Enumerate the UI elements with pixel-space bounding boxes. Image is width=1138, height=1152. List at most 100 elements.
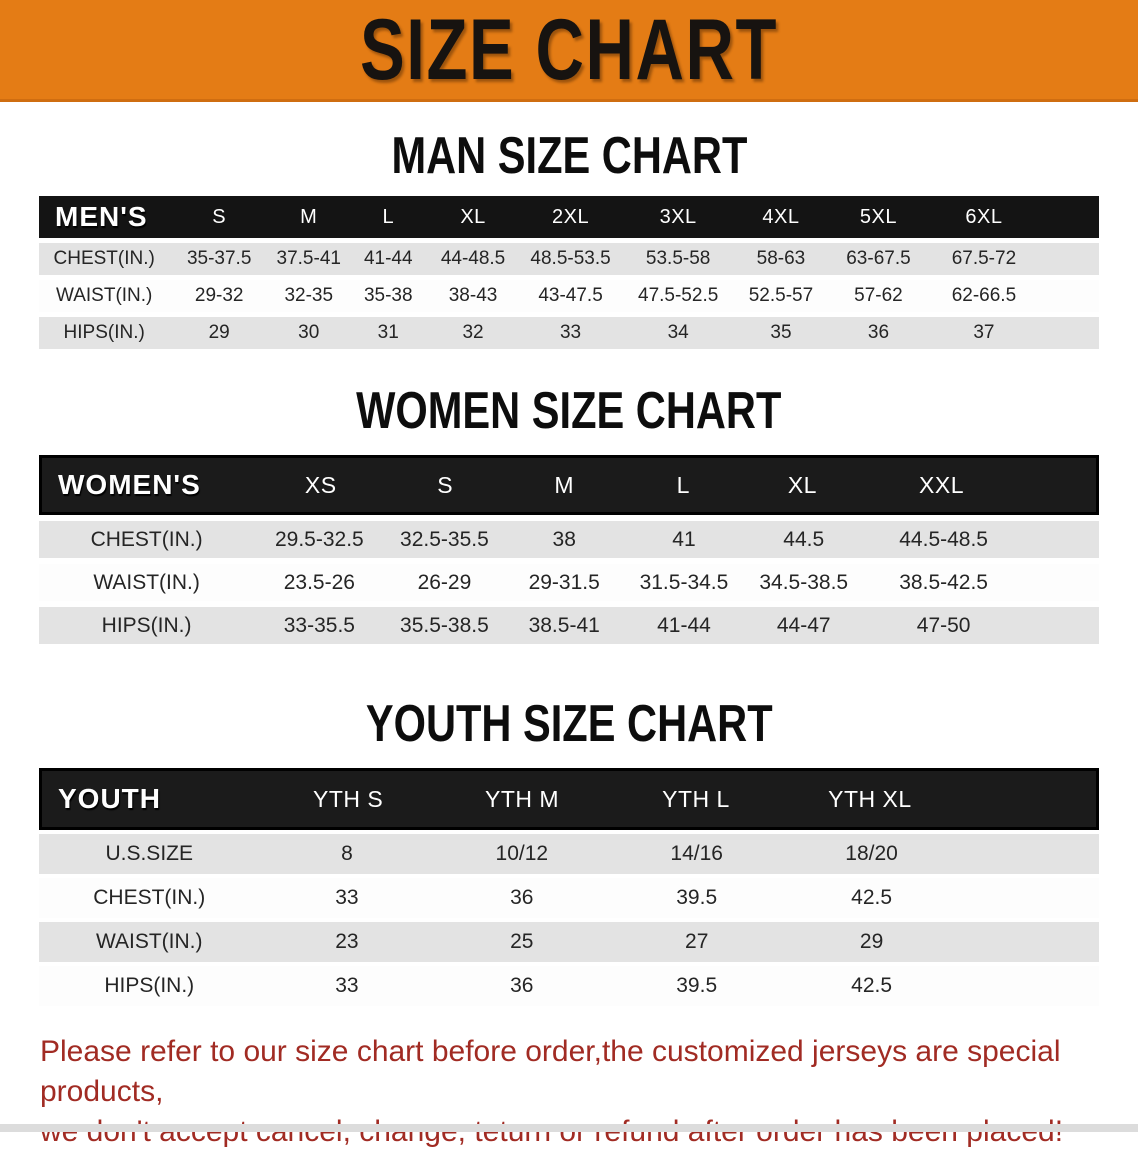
women-row-label: CHEST(IN.) <box>90 527 203 551</box>
youth-size-section: YOUTH SIZE CHART YOUTH YTH S YTH M YTH L YTH … <box>0 696 1138 1006</box>
youth-size-column-header: YTH L <box>662 785 730 812</box>
women-measurement-cell: 38.5-41 <box>528 613 600 637</box>
men-size-column-header: 4XL <box>762 205 800 228</box>
youth-measurement-cell: 33 <box>335 974 359 997</box>
men-measurement-cell: 47.5-52.5 <box>638 285 719 306</box>
women-measurement-cell: 29-31.5 <box>528 570 600 594</box>
women-measurement-row: WAIST(IN.) 23.5-26 26-29 29-31.5 31.5-34.5 34… <box>39 564 1099 601</box>
women-size-column-header: XS <box>304 471 337 498</box>
women-measurement-row: HIPS(IN.) 33-35.5 35.5-38.5 38.5-41 41-44 44-… <box>39 607 1099 644</box>
men-measurement-cell: 36 <box>867 322 890 343</box>
women-measurement-cell: 44.5-48.5 <box>899 527 988 551</box>
women-section-heading-text: WOMEN SIZE CHART <box>356 382 782 440</box>
men-row-label: HIPS(IN.) <box>63 322 145 343</box>
disclaimer: Please refer to our size chart before or… <box>40 1032 1102 1152</box>
banner-title: SIZE CHART <box>359 1 779 98</box>
men-measurement-cell: 37.5-41 <box>276 248 341 269</box>
men-measurement-cell: 31 <box>377 322 399 343</box>
youth-measurement-cell: 27 <box>685 930 709 953</box>
women-measurement-cell: 44.5 <box>783 527 825 551</box>
men-measurement-cell: 58-63 <box>756 248 806 269</box>
women-measurement-cell: 29.5-32.5 <box>274 527 364 551</box>
women-measurement-cell: 41-44 <box>657 613 711 637</box>
women-size-column-header: L <box>676 471 690 498</box>
youth-group-label: YOUTH <box>58 783 161 814</box>
men-size-section: MAN SIZE CHART MEN'S S M L XL 2XL 3XL 4XL 5XL 6XL C… <box>0 128 1138 349</box>
men-section-heading-text: MAN SIZE CHART <box>391 127 747 185</box>
women-measurement-cell: 41 <box>672 527 696 551</box>
youth-row-label: U.S.SIZE <box>105 842 193 865</box>
sections-container: MAN SIZE CHART MEN'S S M L XL 2XL 3XL 4XL 5XL 6XL C… <box>0 128 1138 1006</box>
women-size-section: WOMEN SIZE CHART WOMEN'S XS S M L XL XXL CHEST(I… <box>0 383 1138 644</box>
men-measurement-cell: 52.5-57 <box>748 285 814 306</box>
youth-table-header-row: YOUTH YTH S YTH M YTH L YTH XL <box>39 768 1099 830</box>
men-size-column-header: XL <box>460 205 486 228</box>
men-measurement-cell: 32 <box>462 322 484 343</box>
men-measurement-cell: 41-44 <box>363 248 413 269</box>
women-measurement-cell: 26-29 <box>417 570 472 594</box>
youth-size-column-header: YTH XL <box>828 785 912 812</box>
men-measurement-cell: 43-47.5 <box>538 285 603 306</box>
women-group-label: WOMEN'S <box>58 469 201 500</box>
men-size-column-header: 5XL <box>859 205 898 228</box>
men-measurement-row: WAIST(IN.) 29-32 32-35 35-38 38-43 43-47.5 47.… <box>39 280 1099 312</box>
men-measurement-cell: 48.5-53.5 <box>530 248 611 269</box>
youth-row-label: WAIST(IN.) <box>95 930 203 953</box>
women-size-column-header: M <box>554 471 575 498</box>
women-measurement-cell: 38.5-42.5 <box>899 570 988 594</box>
youth-measurement-cell: 8 <box>341 842 353 865</box>
men-measurement-cell: 37 <box>973 322 995 343</box>
women-measurement-cell: 44-47 <box>776 613 831 637</box>
men-measurement-row: HIPS(IN.) 29 30 31 32 33 34 35 36 37 <box>39 317 1099 349</box>
women-row-label: HIPS(IN.) <box>101 613 192 637</box>
women-size-column-header: S <box>437 471 454 498</box>
men-row-label: CHEST(IN.) <box>53 248 155 269</box>
youth-size-column-header: YTH M <box>485 785 560 812</box>
men-measurement-cell: 53.5-58 <box>645 248 711 269</box>
men-measurement-cell: 29 <box>208 322 230 343</box>
bottom-strip <box>0 1124 1138 1132</box>
women-measurement-cell: 47-50 <box>916 613 971 637</box>
youth-measurement-cell: 23 <box>335 930 359 953</box>
women-size-column-header: XXL <box>919 471 965 498</box>
women-section-heading: WOMEN SIZE CHART <box>0 383 1138 439</box>
youth-size-column-header: YTH S <box>313 785 384 812</box>
men-size-column-header: 6XL <box>965 205 1003 228</box>
youth-measurement-row: U.S.SIZE 8 10/12 14/16 18/20 <box>39 834 1099 874</box>
men-size-column-header: 2XL <box>552 205 590 228</box>
youth-measurement-row: WAIST(IN.) 23 25 27 29 <box>39 922 1099 962</box>
men-row-label: WAIST(IN.) <box>55 285 153 306</box>
men-measurement-cell: 34 <box>667 322 689 343</box>
men-measurement-row: CHEST(IN.) 35-37.5 37.5-41 41-44 44-48.5 48.5… <box>39 243 1099 275</box>
women-row-label: WAIST(IN.) <box>93 570 200 594</box>
women-measurement-cell: 31.5-34.5 <box>639 570 729 594</box>
women-measurement-cell: 32.5-35.5 <box>400 527 489 551</box>
men-measurement-cell: 67.5-72 <box>951 248 1017 269</box>
men-table-header-row: MEN'S S M L XL 2XL 3XL 4XL 5XL 6XL <box>39 196 1099 238</box>
women-size-table: WOMEN'S XS S M L XL XXL CHEST(IN.) 29.5-32.5 32.5… <box>39 455 1099 644</box>
men-measurement-cell: 29-32 <box>194 285 244 306</box>
youth-measurement-row: HIPS(IN.) 33 36 39.5 42.5 <box>39 966 1099 1006</box>
men-measurement-cell: 57-62 <box>854 285 903 306</box>
youth-section-heading-text: YOUTH SIZE CHART <box>365 695 773 753</box>
men-section-heading: MAN SIZE CHART <box>0 128 1138 184</box>
men-measurement-cell: 35-38 <box>363 285 413 306</box>
youth-section-heading: YOUTH SIZE CHART <box>0 696 1138 752</box>
men-measurement-cell: 38-43 <box>448 285 498 306</box>
youth-measurement-cell: 39.5 <box>676 974 718 997</box>
men-group-label: MEN'S <box>55 201 148 232</box>
men-measurement-cell: 30 <box>298 322 320 343</box>
youth-measurement-cell: 29 <box>859 930 884 953</box>
men-measurement-cell: 35 <box>770 322 792 343</box>
men-measurement-cell: 62-66.5 <box>951 285 1017 306</box>
women-size-column-header: XL <box>787 471 817 498</box>
youth-row-label: CHEST(IN.) <box>93 886 206 909</box>
men-measurement-cell: 63-67.5 <box>846 248 911 269</box>
women-measurement-row: CHEST(IN.) 29.5-32.5 32.5-35.5 38 41 44.5 44.5… <box>39 521 1099 558</box>
youth-measurement-cell: 42.5 <box>851 886 893 909</box>
youth-measurement-cell: 18/20 <box>845 842 898 865</box>
men-measurement-cell: 32-35 <box>284 285 334 306</box>
disclaimer-line-1: Please refer to our size chart before or… <box>40 1035 1061 1108</box>
women-measurement-cell: 38 <box>552 527 576 551</box>
